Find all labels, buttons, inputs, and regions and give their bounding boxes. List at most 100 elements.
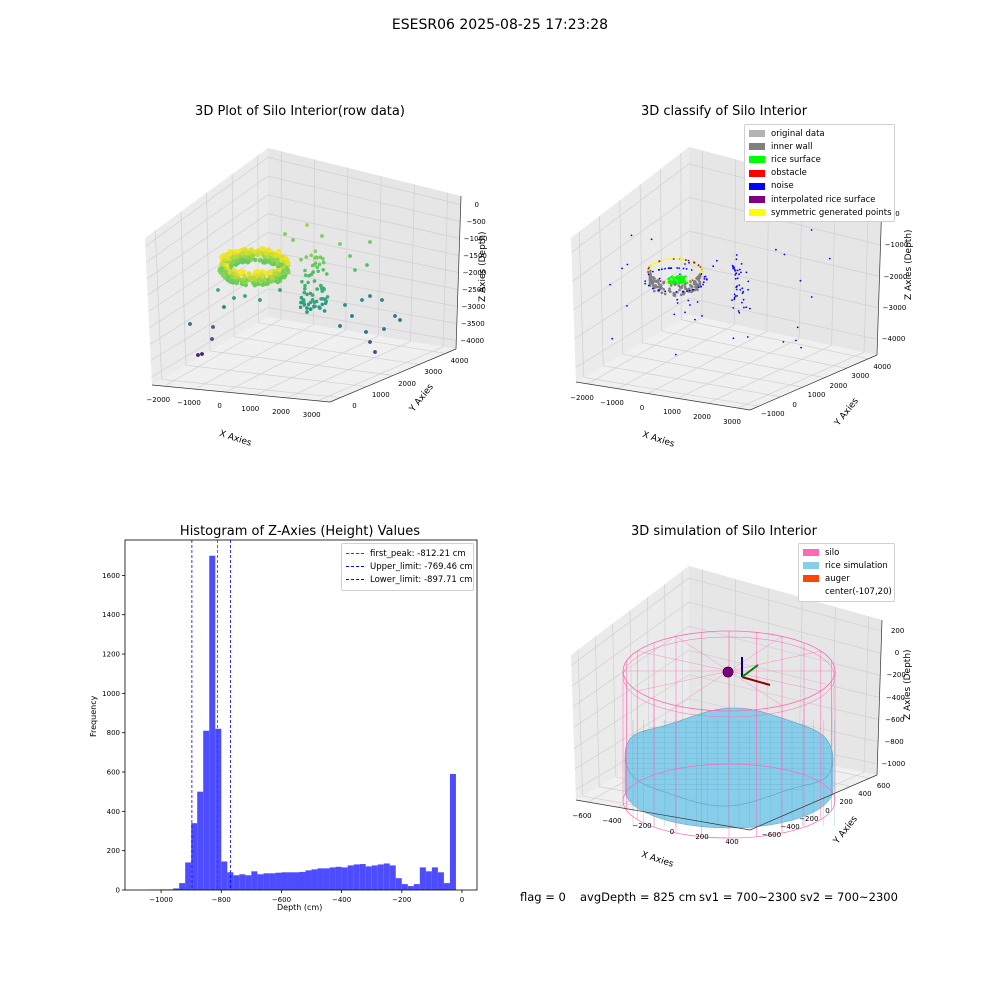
interpolated-point	[665, 281, 668, 284]
noise-point	[736, 277, 739, 280]
y-tick-label: −200	[799, 814, 819, 823]
noise-point	[647, 273, 650, 276]
inner-wall-point	[658, 285, 661, 288]
scatter-point	[196, 353, 200, 357]
inner-wall-point	[698, 282, 701, 286]
inner-wall-point	[649, 276, 653, 280]
x-tick-label: 1000	[663, 408, 681, 417]
silo-wireframe	[622, 630, 836, 839]
scatter-point	[320, 234, 324, 238]
silo-spoke	[728, 636, 783, 672]
scatter-point	[338, 242, 342, 246]
noise-point	[733, 296, 736, 299]
scatter-point	[268, 271, 273, 276]
y-tick-label: 600	[876, 782, 891, 791]
histogram-bar	[383, 863, 390, 890]
inner-wall-point	[662, 281, 665, 285]
noise-point	[644, 280, 647, 282]
noise-point	[800, 346, 802, 349]
interpolated-point	[691, 260, 694, 263]
inner-wall-point	[673, 293, 677, 296]
interpolated-point	[697, 264, 700, 266]
scatter-point	[317, 262, 322, 267]
silo-spoke	[675, 670, 730, 706]
histogram-bar	[329, 867, 336, 890]
noise-point	[738, 273, 740, 276]
y-tick-label: 2000	[829, 381, 848, 390]
interpolated-point	[664, 258, 667, 261]
z-tick-label: 0	[474, 200, 479, 209]
scatter-point	[299, 295, 304, 300]
y-tick-label: 1400	[102, 611, 120, 619]
scatter-point	[325, 272, 329, 276]
noise-point	[733, 298, 736, 301]
scatter-point	[380, 298, 384, 302]
rice-surface-point	[669, 280, 673, 283]
scatter-point	[243, 294, 247, 298]
noise-point	[799, 279, 802, 282]
z-tick-label: −2000	[462, 268, 487, 277]
histogram-bar	[353, 864, 360, 890]
scatter-point	[316, 269, 321, 274]
scatter-point	[244, 278, 249, 283]
scatter-point	[211, 325, 215, 329]
y-tick-label: 1000	[371, 390, 390, 399]
noise-point	[690, 269, 693, 271]
silo-spoke	[637, 670, 730, 692]
legend-line	[346, 566, 364, 568]
noise-point	[735, 288, 738, 291]
noise-point	[738, 311, 741, 314]
noise-point	[661, 268, 663, 271]
scatter-point	[306, 302, 311, 307]
histogram-bar	[287, 872, 294, 890]
noise-point	[682, 290, 685, 293]
panel3-title: Histogram of Z-Axies (Height) Values	[179, 524, 421, 539]
noise-point	[685, 268, 688, 270]
histogram-bar	[245, 875, 252, 890]
y-tick-label: 2000	[398, 379, 416, 388]
noise-point	[795, 339, 797, 342]
histogram-bar	[395, 878, 402, 890]
scatter-point	[230, 255, 236, 260]
histogram-vlines	[191, 540, 231, 890]
scatter-point	[245, 259, 251, 265]
inner-wall-point	[668, 287, 671, 291]
histogram-bar	[239, 874, 246, 890]
status-sv2: sv2 = 700~2300	[800, 890, 898, 904]
inner-wall-point	[653, 289, 656, 293]
noise-point	[733, 268, 736, 270]
scatter-point	[303, 287, 307, 291]
legend-swatch	[749, 182, 765, 190]
histogram-bar	[431, 867, 438, 890]
legend-item-original-data: original data	[749, 127, 890, 140]
scatter-point	[393, 314, 397, 318]
histogram-bar	[413, 884, 420, 890]
rice-surface-point	[680, 281, 683, 284]
histogram-bar	[233, 875, 240, 890]
scatter-point	[222, 305, 226, 309]
x-tick-label: 2000	[272, 407, 290, 416]
scatter-point	[249, 275, 254, 281]
scatter-point	[218, 270, 223, 275]
y-tick-label: 0	[792, 400, 797, 409]
scatter-point	[282, 268, 288, 273]
noise-point	[741, 287, 744, 290]
legend-item-auger: auger	[803, 572, 890, 585]
inner-wall-point	[660, 286, 664, 290]
scatter-point	[279, 275, 285, 280]
scatter-point	[305, 223, 309, 227]
scatter-point	[231, 267, 237, 273]
rice-surface-point	[681, 275, 684, 278]
interpolated-point	[660, 259, 663, 262]
interpolated-point	[694, 278, 696, 280]
histogram-bar	[323, 868, 330, 890]
legend-item-first-peak: first_peak: -812.21 cm	[346, 547, 469, 560]
histogram-bar	[221, 861, 228, 890]
histogram-bar	[347, 865, 354, 890]
noise-point	[675, 291, 678, 293]
rice-surface-point	[672, 282, 675, 285]
legend-swatch	[749, 143, 765, 151]
noise-point	[734, 277, 737, 280]
